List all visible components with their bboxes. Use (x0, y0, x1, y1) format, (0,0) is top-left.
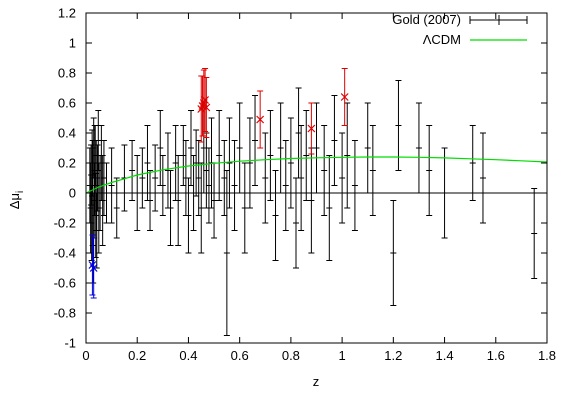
data-point-0-67 (298, 125, 305, 231)
y-tick-label: -0.6 (54, 276, 76, 291)
data-point-0-19 (99, 155, 106, 246)
data-point-0-47 (205, 147, 212, 224)
y-tick-label: 0.8 (58, 66, 76, 81)
axes-layer: 0 0.2 0.4 0.6 0.8 1 1.2 1.4 1.6 1.8 -1 -0.8 -0.6 -0.4… (54, 6, 556, 364)
y-tick-label: 1 (69, 36, 76, 51)
data-point-0-25 (129, 140, 136, 201)
y-tick-label: 0 (69, 186, 76, 201)
legend-swatch-gold (469, 15, 528, 25)
x-tick-label: 0.2 (128, 348, 146, 363)
data-point-0-72 (326, 155, 333, 261)
data-point-0-74 (339, 132, 346, 224)
outlier-point-3-1 (89, 237, 98, 299)
x-tick-label: 1 (338, 348, 345, 363)
data-point-0-68 (303, 110, 310, 201)
x-tick-label: 0.8 (282, 348, 300, 363)
legend-label-lcdm: ΛCDM (423, 32, 461, 47)
y-axis-title-group: Δμi (7, 191, 26, 209)
data-point-0-50 (216, 110, 223, 201)
legend: Gold (2007) ΛCDM (392, 12, 528, 47)
series-line-lcdm (85, 156, 548, 194)
data-point-0-73 (331, 95, 338, 186)
x-tick-label: 1.4 (436, 348, 454, 363)
data-point-0-53 (226, 117, 233, 209)
data-point-0-40 (188, 110, 195, 186)
y-axis-title-main: Δμ (7, 193, 22, 209)
data-point-0-24 (121, 144, 128, 212)
plot-layer (85, 68, 548, 336)
x-tick-label: 0.6 (231, 348, 249, 363)
data-point-0-58 (252, 95, 259, 186)
data-point-0-30 (152, 144, 159, 212)
data-point-0-36 (175, 155, 182, 246)
outlier-point-2-4 (202, 77, 211, 138)
data-point-0-32 (159, 155, 166, 216)
x-tick-label: 1.6 (487, 348, 505, 363)
data-point-0-78 (369, 125, 376, 216)
x-axis-title: z (313, 374, 320, 389)
data-point-0-84 (469, 125, 476, 201)
data-point-0-34 (167, 170, 174, 246)
y-tick-label: -0.8 (54, 306, 76, 321)
legend-label-gold: Gold (2007) (392, 12, 461, 27)
data-point-0-83 (441, 147, 448, 239)
data-point-0-55 (236, 102, 243, 194)
outlier-point-2-6 (307, 102, 316, 155)
y-tick-label: 0.4 (58, 126, 76, 141)
data-point-0-86 (531, 188, 538, 279)
data-point-0-26 (134, 155, 141, 231)
y-tick-label: 0.6 (58, 96, 76, 111)
outlier-point-2-7 (340, 68, 349, 126)
outlier-point-2-5 (256, 90, 265, 149)
data-point-0-61 (272, 170, 279, 261)
y-axis-title: Δμi (7, 191, 26, 209)
x-tick-label: 0 (82, 348, 89, 363)
data-point-0-64 (287, 117, 294, 209)
data-point-0-76 (351, 140, 358, 231)
x-tick-label: 1.8 (538, 348, 556, 363)
data-point-0-44 (198, 162, 205, 254)
y-tick-label: -0.2 (54, 216, 76, 231)
y-tick-label: -0.4 (54, 246, 76, 261)
data-point-0-77 (364, 102, 371, 194)
outlier-point-2-3 (201, 68, 210, 132)
data-point-0-81 (415, 102, 422, 194)
data-point-0-22 (108, 147, 115, 224)
data-point-0-85 (479, 132, 486, 224)
data-point-0-63 (282, 140, 289, 231)
data-point-0-79 (390, 200, 397, 306)
data-point-0-37 (180, 125, 187, 186)
y-tick-label: -1 (64, 336, 76, 351)
plot-frame (85, 12, 548, 344)
data-point-0-23 (113, 177, 120, 239)
x-tick-label: 0.4 (179, 348, 197, 363)
data-point-0-82 (426, 125, 433, 216)
data-point-0-57 (246, 117, 253, 209)
data-point-0-70 (313, 102, 320, 194)
data-point-0-43 (195, 140, 202, 216)
data-point-0-21 (103, 162, 110, 224)
x-tick-label: 1.2 (384, 348, 402, 363)
data-point-0-20 (100, 140, 107, 216)
data-point-0-59 (262, 132, 269, 224)
data-point-0-75 (344, 102, 351, 209)
data-point-0-80 (395, 80, 402, 171)
y-axis-title-subscript: i (15, 191, 26, 193)
data-point-0-71 (321, 125, 328, 216)
data-point-0-60 (267, 110, 274, 201)
data-point-0-62 (277, 102, 284, 194)
data-point-0-39 (185, 177, 192, 254)
data-point-0-56 (241, 162, 248, 254)
data-point-0-52 (223, 170, 230, 336)
data-point-0-27 (139, 147, 146, 209)
data-point-0-41 (190, 155, 197, 231)
y-tick-label: 0.2 (58, 156, 76, 171)
data-point-0-17 (97, 155, 104, 231)
data-point-0-29 (147, 170, 154, 231)
data-point-0-54 (231, 140, 238, 231)
data-point-0-51 (221, 140, 228, 216)
y-tick-label: 1.2 (58, 6, 76, 21)
